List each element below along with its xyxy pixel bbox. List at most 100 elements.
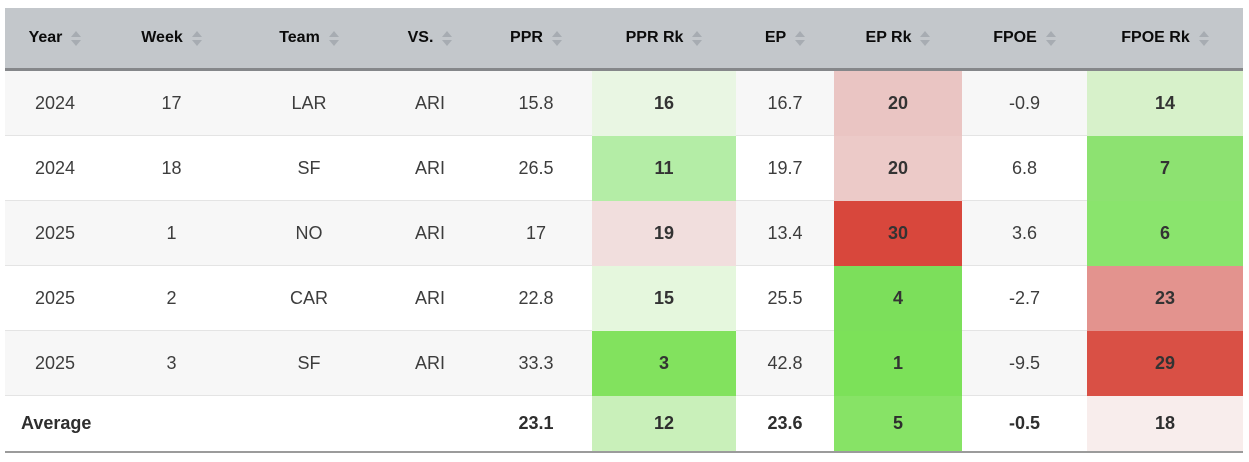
- column-label: EP: [764, 29, 787, 46]
- cell-vs: ARI: [380, 200, 480, 266]
- cell-fpoe_rk: 23: [1087, 265, 1243, 331]
- cell-ep_rk: 30: [834, 200, 962, 266]
- average-row: Average 23.1 12 23.6 5 -0.5 18: [5, 395, 1243, 453]
- cell-fpoe: 3.6: [962, 200, 1087, 266]
- cell-ep_rk: 20: [834, 135, 962, 201]
- column-label: VS.: [407, 29, 434, 46]
- table-header: Year Week Team VS. PPR PPR Rk EP EP Rk FPOE FPOE …: [5, 8, 1243, 71]
- cell-ppr_rk: 11: [592, 135, 736, 201]
- sort-arrows-icon[interactable]: [692, 30, 703, 46]
- table-row: 2025 3 SF ARI 33.3 3 42.8 1 -9.5 29: [5, 330, 1243, 396]
- average-cell-fpoe_rk: 18: [1087, 395, 1243, 453]
- cell-fpoe: -0.9: [962, 69, 1087, 136]
- cell-ep: 42.8: [736, 330, 834, 396]
- sort-arrows-icon[interactable]: [551, 30, 562, 46]
- cell-year: 2024: [5, 69, 105, 136]
- cell-ppr_rk: 15: [592, 265, 736, 331]
- column-label: EP Rk: [865, 29, 912, 46]
- table-row: 2024 18 SF ARI 26.5 11 19.7 20 6.8 7: [5, 135, 1243, 201]
- column-label: Week: [141, 29, 183, 46]
- column-header-week[interactable]: Week: [105, 8, 238, 71]
- column-header-ppr_rk[interactable]: PPR Rk: [592, 8, 736, 71]
- average-cell-team: [238, 395, 380, 453]
- cell-team: CAR: [238, 265, 380, 331]
- cell-week: 18: [105, 135, 238, 201]
- cell-fpoe: 6.8: [962, 135, 1087, 201]
- cell-ep_rk: 20: [834, 69, 962, 136]
- table-row: 2025 2 CAR ARI 22.8 15 25.5 4 -2.7 23: [5, 265, 1243, 331]
- cell-fpoe: -2.7: [962, 265, 1087, 331]
- cell-ep: 25.5: [736, 265, 834, 331]
- cell-fpoe: -9.5: [962, 330, 1087, 396]
- cell-ppr: 26.5: [480, 135, 592, 201]
- sort-arrows-icon[interactable]: [1045, 30, 1056, 46]
- sort-arrows-icon[interactable]: [442, 30, 453, 46]
- sort-arrows-icon[interactable]: [795, 30, 806, 46]
- average-cell-vs: [380, 395, 480, 453]
- average-cell-ep: 23.6: [736, 395, 834, 453]
- cell-year: 2025: [5, 265, 105, 331]
- column-label: PPR Rk: [625, 29, 684, 46]
- cell-ppr: 33.3: [480, 330, 592, 396]
- cell-vs: ARI: [380, 265, 480, 331]
- cell-vs: ARI: [380, 69, 480, 136]
- column-header-fpoe[interactable]: FPOE: [962, 8, 1087, 71]
- column-header-fpoe_rk[interactable]: FPOE Rk: [1087, 8, 1243, 71]
- average-cell-ppr: 23.1: [480, 395, 592, 453]
- cell-team: SF: [238, 330, 380, 396]
- average-cell-ep_rk: 5: [834, 395, 962, 453]
- cell-week: 3: [105, 330, 238, 396]
- column-label: Team: [279, 29, 320, 46]
- cell-ep: 19.7: [736, 135, 834, 201]
- column-header-ep_rk[interactable]: EP Rk: [834, 8, 962, 71]
- column-label: Year: [28, 29, 63, 46]
- cell-year: 2025: [5, 330, 105, 396]
- cell-ppr_rk: 16: [592, 69, 736, 136]
- sort-arrows-icon[interactable]: [328, 30, 339, 46]
- column-header-team[interactable]: Team: [238, 8, 380, 71]
- sort-arrows-icon[interactable]: [920, 30, 931, 46]
- column-label: FPOE Rk: [1121, 29, 1190, 46]
- cell-week: 17: [105, 69, 238, 136]
- cell-ep_rk: 1: [834, 330, 962, 396]
- cell-fpoe_rk: 6: [1087, 200, 1243, 266]
- table-row: 2024 17 LAR ARI 15.8 16 16.7 20 -0.9 14: [5, 69, 1243, 136]
- cell-year: 2024: [5, 135, 105, 201]
- header-row: Year Week Team VS. PPR PPR Rk EP EP Rk FPOE FPOE …: [5, 8, 1243, 71]
- cell-fpoe_rk: 7: [1087, 135, 1243, 201]
- cell-ep: 16.7: [736, 69, 834, 136]
- average-label: Average: [5, 395, 105, 453]
- column-label: FPOE: [993, 29, 1037, 46]
- sort-arrows-icon[interactable]: [191, 30, 202, 46]
- sort-arrows-icon[interactable]: [1198, 30, 1209, 46]
- cell-team: SF: [238, 135, 380, 201]
- stats-table-container: Year Week Team VS. PPR PPR Rk EP EP Rk FPOE FPOE …: [5, 8, 1243, 453]
- cell-ppr: 15.8: [480, 69, 592, 136]
- cell-vs: ARI: [380, 330, 480, 396]
- cell-ppr_rk: 19: [592, 200, 736, 266]
- column-header-ep[interactable]: EP: [736, 8, 834, 71]
- cell-ppr_rk: 3: [592, 330, 736, 396]
- cell-fpoe_rk: 29: [1087, 330, 1243, 396]
- cell-team: NO: [238, 200, 380, 266]
- cell-ep: 13.4: [736, 200, 834, 266]
- sort-arrows-icon[interactable]: [71, 30, 82, 46]
- cell-vs: ARI: [380, 135, 480, 201]
- table-row: 2025 1 NO ARI 17 19 13.4 30 3.6 6: [5, 200, 1243, 266]
- average-cell-week: [105, 395, 238, 453]
- column-label: PPR: [510, 29, 543, 46]
- cell-week: 1: [105, 200, 238, 266]
- average-cell-fpoe: -0.5: [962, 395, 1087, 453]
- game-log-table: Year Week Team VS. PPR PPR Rk EP EP Rk FPOE FPOE …: [5, 8, 1243, 453]
- column-header-year[interactable]: Year: [5, 8, 105, 71]
- column-header-ppr[interactable]: PPR: [480, 8, 592, 71]
- column-header-vs[interactable]: VS.: [380, 8, 480, 71]
- table-body: 2024 17 LAR ARI 15.8 16 16.7 20 -0.9 14 2024 18 SF AR…: [5, 69, 1243, 453]
- cell-fpoe_rk: 14: [1087, 69, 1243, 136]
- average-cell-ppr_rk: 12: [592, 395, 736, 453]
- cell-week: 2: [105, 265, 238, 331]
- cell-ppr: 22.8: [480, 265, 592, 331]
- cell-year: 2025: [5, 200, 105, 266]
- cell-ep_rk: 4: [834, 265, 962, 331]
- cell-team: LAR: [238, 69, 380, 136]
